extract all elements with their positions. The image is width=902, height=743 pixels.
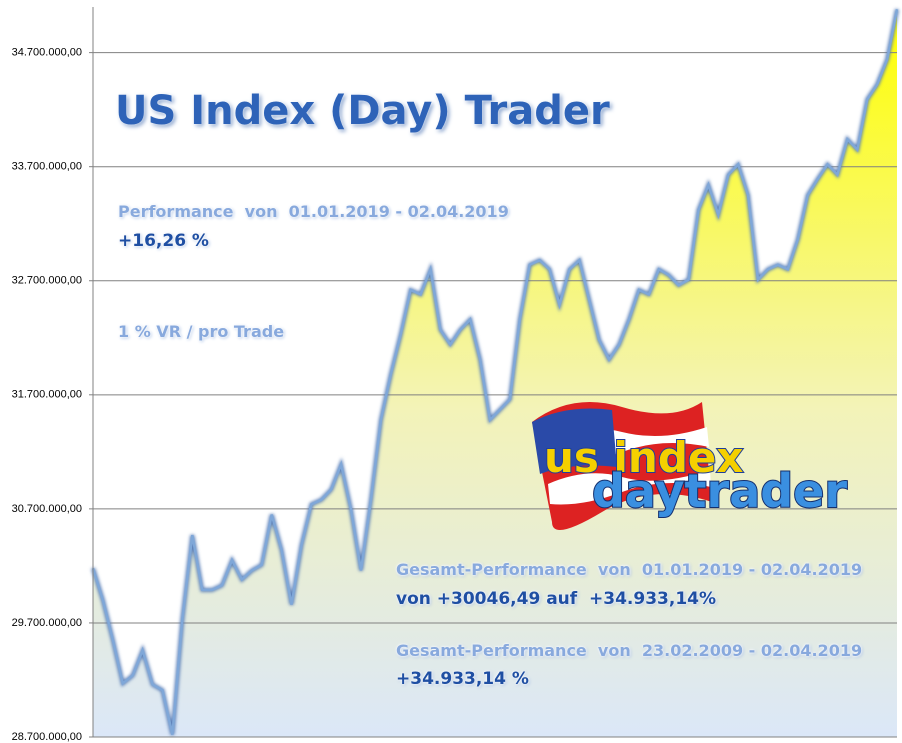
- annotation: +34.933,14 %: [396, 669, 529, 689]
- annotation: Performance von 01.01.2019 - 02.04.2019: [118, 202, 509, 221]
- y-tick-label: 28.700.000,00: [12, 731, 82, 743]
- annotation: Gesamt-Performance von 01.01.2019 - 02.0…: [396, 560, 863, 579]
- y-tick-label: 30.700.000,00: [12, 503, 82, 515]
- line: [91, 9, 899, 735]
- y-tick-label: 33.700.000,00: [12, 161, 82, 173]
- annotation: 1 % VR / pro Trade: [118, 322, 285, 341]
- y-tick-label: 34.700.000,00: [12, 47, 82, 59]
- annotation: +16,26 %: [118, 231, 209, 251]
- logo-text: daytrader: [592, 464, 847, 518]
- logo-text: us index: [544, 433, 743, 482]
- annotation: Gesamt-Performance von 23.02.2009 - 02.0…: [396, 641, 863, 660]
- y-tick-label: 32.700.000,00: [12, 275, 82, 287]
- flag-canton: [532, 408, 617, 474]
- flag-stripe: [548, 470, 711, 505]
- y-tick-label: 31.700.000,00: [12, 389, 82, 401]
- annotation: von +30046,49 auf +34.933,14%: [396, 589, 717, 609]
- chart-title: US Index (Day) Trader: [115, 88, 610, 134]
- y-tick-label: 29.700.000,00: [12, 617, 82, 629]
- area: [93, 9, 897, 738]
- logo: us index daytrader: [532, 402, 848, 530]
